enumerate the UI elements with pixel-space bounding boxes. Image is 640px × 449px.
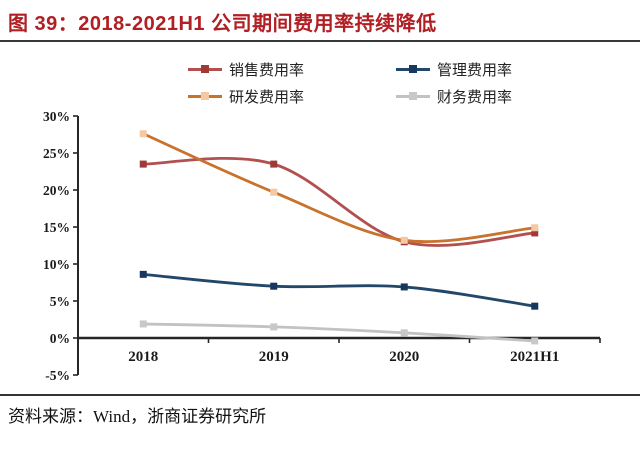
series-marker-admin-expense-ratio <box>270 282 278 290</box>
series-marker-finance-expense-ratio <box>139 320 147 328</box>
y-tick-label: 20% <box>43 183 70 198</box>
series-marker-rnd-expense-ratio <box>139 130 147 138</box>
series-marker-admin-expense-ratio <box>531 302 539 310</box>
legend-item-finance-expense-ratio: 财务费用率 <box>396 87 604 106</box>
series-marker-finance-expense-ratio <box>400 329 408 337</box>
series-marker-rnd-expense-ratio <box>531 224 539 232</box>
series-marker-sales-expense-ratio <box>270 160 278 168</box>
legend-item-sales-expense-ratio: 销售费用率 <box>188 60 396 79</box>
y-tick-label: 15% <box>43 220 70 235</box>
x-tick-label: 2019 <box>259 349 289 365</box>
legend-swatch-rnd-expense-ratio <box>188 91 222 101</box>
legend-label: 研发费用率 <box>229 89 305 106</box>
legend-item-rnd-expense-ratio: 研发费用率 <box>188 87 396 106</box>
series-marker-admin-expense-ratio <box>139 270 147 278</box>
series-marker-finance-expense-ratio <box>270 323 278 331</box>
figure-title: 图 39：2018-2021H1 公司期间费用率持续降低 <box>8 13 437 35</box>
series-marker-rnd-expense-ratio <box>270 188 278 196</box>
series-line-admin-expense-ratio <box>141 272 537 308</box>
x-tick-label: 2021H1 <box>510 349 559 365</box>
series-marker-finance-expense-ratio <box>531 337 539 345</box>
y-tick-label: 5% <box>50 294 70 309</box>
legend-label: 销售费用率 <box>229 62 305 79</box>
series-line-sales-expense-ratio <box>141 156 537 247</box>
y-tick-label: 30% <box>43 109 70 124</box>
series-marker-sales-expense-ratio <box>531 229 539 237</box>
title-divider <box>0 40 640 42</box>
series-marker-admin-expense-ratio <box>400 283 408 291</box>
series-marker-rnd-expense-ratio <box>400 236 408 244</box>
chart-legend: 销售费用率 管理费用率研发费用率 财务费用率 <box>188 60 604 106</box>
legend-swatch-admin-expense-ratio <box>396 64 430 74</box>
series-line-finance-expense-ratio <box>141 322 537 343</box>
y-tick-label: 0% <box>50 331 70 346</box>
legend-item-admin-expense-ratio: 管理费用率 <box>396 60 604 79</box>
y-tick-label: -5% <box>45 368 70 383</box>
source-note: 资料来源：Wind，浙商证券研究所 <box>8 407 267 426</box>
x-tick-label: 2018 <box>128 349 158 365</box>
series-marker-sales-expense-ratio <box>139 160 147 168</box>
x-tick-label: 2020 <box>389 349 419 365</box>
footer-divider <box>0 394 640 396</box>
y-tick-label: 25% <box>43 146 70 161</box>
y-tick-label: 10% <box>43 257 70 272</box>
legend-label: 财务费用率 <box>437 89 513 106</box>
legend-swatch-sales-expense-ratio <box>188 64 222 74</box>
series-line-rnd-expense-ratio <box>141 132 537 243</box>
legend-label: 管理费用率 <box>437 62 513 79</box>
legend-swatch-finance-expense-ratio <box>396 91 430 101</box>
